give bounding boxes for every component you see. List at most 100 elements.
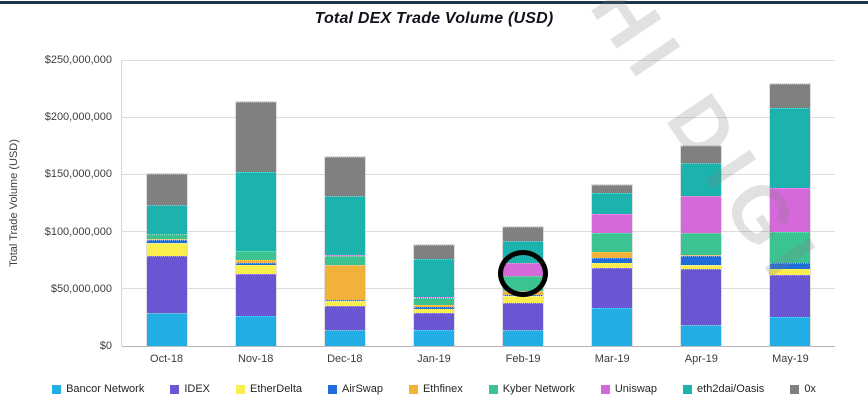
y-tick-label: $200,000,000 [44,111,112,124]
legend-label: 0x [804,383,816,395]
bar-May-19 [770,84,811,346]
legend-swatch-AirSwap [328,384,337,394]
segment-Kyber Network-May-19 [770,231,811,263]
segment-IDEX-May-19 [770,275,811,318]
segment-Uniswap-May-19 [770,188,811,232]
gridline-$150,000,000 [122,173,835,175]
segment-IDEX-Mar-19 [592,268,633,309]
segment-EtherDelta-Oct-18 [146,243,187,256]
y-tick-label: $250,000,000 [44,54,112,66]
segment-EtherDelta-Mar-19 [592,262,633,269]
segment-AirSwap-Oct-18 [146,239,187,244]
segment-0x-Dec-18 [324,157,365,197]
plot-area: Oct-18 Nov-18 Dec-18 Jan-19 Feb-19 Mar-19 Apr-… [121,59,835,365]
bar-Apr-19 [681,145,722,346]
legend-swatch-Bancor Network [52,384,62,394]
segment-IDEX-Oct-18 [146,255,187,313]
segment-Kyber Network-Apr-19 [681,232,722,255]
legend-item-eth2dai/Oasis: eth2dai/Oasis [683,383,764,395]
x-tick-label-Dec-18: Dec-18 [327,353,363,365]
x-tick-label-Oct-18: Oct-18 [150,353,184,365]
segment-Kyber Network-Oct-18 [146,233,187,239]
segment-eth2dai/Oasis-Mar-19 [592,192,633,215]
gridline-$250,000,000 [122,59,835,61]
legend-item-Kyber Network: Kyber Network [488,383,575,395]
chart-legend: Bancor Network IDEX EtherDelta AirSwap Ethfi… [0,383,868,395]
legend-swatch-0x [790,384,800,394]
x-tick-label-Nov-18: Nov-18 [237,353,274,365]
segment-AirSwap-Mar-19 [592,257,633,263]
gridline-$100,000,000 [122,231,835,233]
top-border-rule [0,1,868,4]
segment-IDEX-Apr-19 [681,269,722,326]
segment-Bancor Network-Oct-18 [146,312,187,346]
highlight-circle-annotation [498,249,548,297]
segment-AirSwap-Apr-19 [681,255,722,265]
bar-Dec-18 [324,157,365,346]
y-tick-label: $0 [99,340,112,352]
segment-0x-May-19 [770,84,811,109]
segment-Bancor Network-Jan-19 [413,329,454,346]
y-tick-label: $100,000,000 [44,225,112,238]
segment-Kyber Network-Dec-18 [324,255,365,265]
x-tick-label-May-19: May-19 [772,353,809,365]
segment-AirSwap-May-19 [770,262,811,270]
segment-0x-Nov-18 [235,102,276,173]
segment-Ethfinex-Apr-19 [681,254,722,256]
segment-EtherDelta-Apr-19 [681,264,722,270]
segment-Bancor Network-Dec-18 [324,329,365,346]
segment-eth2dai/Oasis-Jan-19 [413,259,454,297]
segment-Kyber Network-Nov-18 [235,251,276,261]
legend-swatch-EtherDelta [236,384,246,394]
y-axis-tick-labels: $0 $50,000,000 $100,000,000 $150,000,000 $20… [0,54,112,352]
segment-IDEX-Nov-18 [235,273,276,317]
legend-item-Bancor Network: Bancor Network [52,383,144,395]
segment-Uniswap-Jan-19 [413,296,454,298]
legend-item-EtherDelta: EtherDelta [236,383,302,395]
legend-label: IDEX [184,383,211,395]
legend-label: AirSwap [342,383,383,395]
segment-IDEX-Jan-19 [413,312,454,330]
legend-swatch-Uniswap [600,384,610,394]
segment-Bancor Network-Mar-19 [592,308,633,346]
segment-Uniswap-Mar-19 [592,214,633,233]
gridline-$0 [122,345,835,347]
gridline-$50,000,000 [122,288,835,290]
x-tick-label-Jan-19: Jan-19 [417,353,451,365]
legend-swatch-IDEX [170,384,180,394]
segment-Ethfinex-Nov-18 [235,260,276,263]
chart-title: Total DEX Trade Volume (USD) [314,10,554,27]
segment-EtherDelta-Nov-18 [235,264,276,274]
legend-item-AirSwap: AirSwap [328,383,383,395]
legend-item-0x: 0x [790,383,816,395]
y-axis-line [121,60,122,346]
segment-eth2dai/Oasis-Nov-18 [235,172,276,252]
legend-swatch-Kyber Network [488,384,498,394]
segment-Ethfinex-Jan-19 [413,304,454,308]
legend-label: eth2dai/Oasis [697,383,765,395]
segment-0x-Mar-19 [592,184,633,193]
segment-IDEX-Dec-18 [324,305,365,330]
segment-Kyber Network-Jan-19 [413,297,454,305]
segment-eth2dai/Oasis-Apr-19 [681,163,722,197]
legend-label: Kyber Network [502,383,575,395]
segment-Ethfinex-Mar-19 [592,252,633,258]
y-tick-label: $150,000,000 [44,168,112,181]
x-tick-label-Mar-19: Mar-19 [594,353,630,365]
segment-Bancor Network-May-19 [770,317,811,346]
x-tick-label-Feb-19: Feb-19 [505,353,541,365]
bar-Jan-19 [413,245,454,346]
segment-0x-Jan-19 [413,245,454,260]
bar-Oct-18 [146,174,187,346]
segment-Uniswap-Dec-18 [324,254,365,256]
segment-eth2dai/Oasis-Oct-18 [146,205,187,234]
segment-Bancor Network-Nov-18 [235,316,276,346]
segment-Bancor Network-Feb-19 [503,329,544,346]
segment-eth2dai/Oasis-Dec-18 [324,196,365,255]
bar-Nov-18 [235,102,276,346]
segment-EtherDelta-Dec-18 [324,301,365,306]
segment-IDEX-Feb-19 [503,302,544,330]
legend-swatch-eth2dai/Oasis [683,384,693,394]
y-tick-label: $50,000,000 [50,282,112,295]
